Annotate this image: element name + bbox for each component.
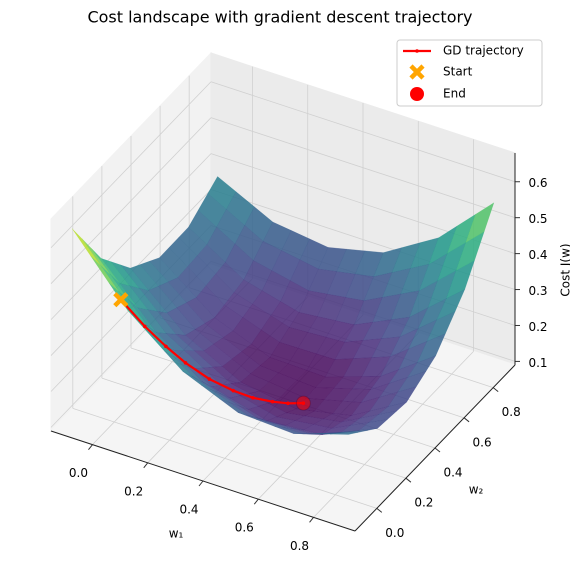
trajectory-point — [270, 399, 275, 404]
surface-patch — [71, 228, 101, 266]
grid-line — [210, 117, 516, 219]
y-axis-label: w₂ — [469, 483, 484, 497]
surface — [71, 176, 495, 435]
x-tick — [198, 480, 204, 487]
legend-frame — [396, 39, 543, 107]
y-tick — [492, 387, 499, 393]
grid-line — [101, 377, 407, 479]
y-tick — [405, 477, 412, 483]
z-tick-label: 0.6 — [528, 176, 547, 190]
trajectory-point — [251, 395, 255, 400]
x-tick-label: 0.0 — [69, 466, 88, 480]
trajectory-point — [286, 401, 290, 406]
marker-stroke — [409, 64, 425, 80]
z-axis-label: Cost J(w) — [559, 243, 570, 296]
z-tick-label: 0.5 — [528, 212, 547, 226]
trajectory-point — [164, 344, 168, 349]
y-tick-label: 0.6 — [473, 435, 492, 449]
trajectory-point — [183, 361, 188, 365]
trajectory-point — [207, 377, 212, 381]
grid-line — [50, 153, 212, 320]
y-tick — [434, 447, 441, 453]
x-tick-label: 0.4 — [179, 503, 198, 517]
x-tick — [309, 517, 314, 523]
surface-patch — [465, 202, 495, 243]
surface-patch — [330, 432, 359, 435]
y-tick — [463, 417, 470, 423]
y-tick-label: 0.2 — [414, 496, 433, 510]
grid-line — [210, 81, 516, 183]
x-tick-label: 0.2 — [124, 484, 143, 498]
grid-line — [50, 117, 212, 284]
marker-stroke — [113, 292, 129, 308]
z-tick-label: 0.1 — [528, 356, 547, 370]
legend-end-marker — [410, 87, 424, 101]
z-tick-label: 0.4 — [528, 248, 547, 262]
trajectory-line — [120, 298, 304, 405]
y-tick — [376, 507, 383, 513]
x-tick-label: 0.6 — [235, 521, 254, 535]
legend-label: GD trajectory — [443, 44, 524, 58]
end-marker — [295, 395, 311, 411]
x-tick — [143, 462, 149, 469]
x-axis-label: w₁ — [169, 527, 184, 541]
grid-line — [72, 407, 377, 509]
z-tick-label: 0.3 — [528, 284, 547, 298]
start-marker — [113, 292, 129, 308]
legend-label: Start — [443, 65, 473, 79]
z-tick-label: 0.2 — [528, 320, 547, 334]
chart-title: Cost landscape with gradient descent tra… — [87, 8, 472, 27]
x-tick-label: 0.8 — [290, 539, 309, 553]
trajectory-point — [143, 324, 147, 329]
axes: 0.0 0.2 0.4 0.6 0.8 0.0 0.2 0.4 0.6 0.8 0.1 0.2 0.3 0… — [50, 153, 548, 553]
y-axis-line — [354, 364, 516, 532]
y-tick-label: 0.8 — [502, 405, 521, 419]
x-tick — [253, 498, 259, 505]
y-tick-label: 0.0 — [385, 526, 404, 540]
legend-label: End — [443, 87, 466, 101]
legend: GD trajectory Start End — [396, 39, 543, 107]
grid-line — [50, 81, 212, 249]
trajectory-point — [231, 388, 236, 393]
trajectory — [113, 292, 311, 411]
x-axis-line — [50, 430, 356, 532]
legend-start-marker — [409, 64, 425, 80]
y-tick-label: 0.4 — [443, 466, 462, 480]
x-tick — [88, 444, 93, 450]
legend-dot — [415, 49, 419, 53]
